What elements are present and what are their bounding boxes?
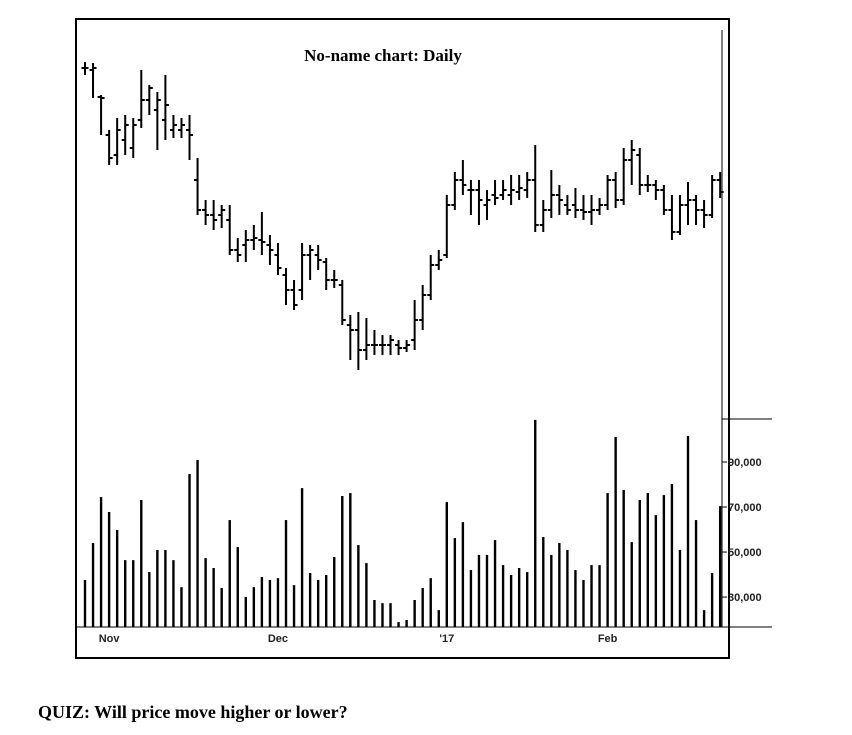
volume-bar	[204, 558, 207, 627]
volume-bar	[188, 473, 191, 627]
volume-bar	[638, 500, 641, 627]
volume-bar	[517, 568, 521, 627]
volume-bar	[590, 565, 593, 627]
volume-bar	[341, 495, 344, 627]
volume-bar	[558, 543, 561, 627]
volume-bar	[300, 488, 304, 627]
volume-bar	[405, 620, 408, 627]
caption: QUIZ: Will price move higher or lower?	[38, 702, 348, 722]
volume-bar	[718, 506, 722, 627]
volume-bar	[686, 435, 690, 627]
volume-bar	[542, 536, 545, 627]
volume-bar	[574, 570, 577, 627]
y-tick-label: 50,000	[728, 547, 762, 559]
volume-bar	[421, 588, 424, 627]
volume-bar	[252, 587, 256, 627]
volume-bar	[115, 529, 119, 627]
y-tick-label: 70,000	[728, 502, 762, 514]
volume-bar	[710, 572, 714, 627]
volume-bar	[670, 484, 674, 627]
volume-bar	[91, 543, 95, 627]
volume-bar	[477, 554, 481, 627]
volume-bar	[694, 520, 698, 627]
volume-bar	[268, 579, 272, 627]
volume-bar	[646, 493, 649, 627]
volume-bar	[164, 550, 167, 627]
volume-bar	[333, 556, 336, 627]
volume-bar	[140, 500, 143, 627]
volume-bar	[582, 579, 585, 627]
volume-bar	[180, 587, 183, 627]
volume-bar	[276, 578, 280, 627]
volume-bar	[373, 599, 376, 627]
volume-bar	[236, 547, 239, 627]
volume-bar	[501, 565, 505, 627]
volume-bar	[622, 489, 625, 627]
volume-bar	[132, 560, 135, 627]
x-tick-label: Feb	[598, 633, 618, 645]
volume-bar	[220, 588, 223, 627]
volume-bar	[397, 622, 400, 627]
volume-bar	[228, 520, 231, 627]
volume-bar	[124, 560, 127, 627]
y-tick-label: 90,000	[728, 457, 762, 469]
chart-title: No-name chart: Daily	[304, 46, 462, 65]
volume-bar	[260, 577, 264, 627]
y-tick-label: 30,000	[728, 592, 762, 604]
volume-bar	[606, 493, 609, 627]
volume-bar	[485, 554, 489, 627]
volume-bar	[437, 610, 440, 627]
volume-bar	[662, 495, 666, 627]
volume-bar	[316, 579, 320, 627]
volume-bar	[445, 502, 448, 627]
volume-bar	[598, 565, 601, 627]
volume-bar	[83, 579, 87, 627]
volume-bar	[381, 603, 384, 627]
volume-bar	[325, 575, 328, 627]
volume-bar	[566, 550, 569, 627]
volume-bar	[148, 572, 151, 627]
volume-bar	[284, 520, 288, 627]
volume-bar	[654, 515, 658, 627]
volume-bar	[156, 550, 159, 627]
volume-bar	[526, 572, 529, 627]
volume-bar	[413, 599, 416, 627]
volume-bar	[389, 603, 392, 627]
volume-bar	[493, 540, 497, 627]
volume-bar	[702, 610, 706, 627]
volume-bar	[534, 419, 537, 627]
volume-bar	[678, 550, 682, 627]
volume-bar	[614, 437, 617, 627]
volume-bar	[630, 542, 633, 627]
volume-bar	[196, 459, 199, 627]
x-tick-label: Nov	[99, 633, 121, 645]
volume-bar	[308, 572, 312, 627]
volume-bar	[172, 560, 175, 627]
x-tick-label: Dec	[268, 633, 288, 645]
volume-bar	[453, 538, 457, 627]
volume-bar	[365, 563, 368, 627]
volume-bar	[509, 575, 513, 627]
volume-bar	[107, 511, 111, 627]
volume-bar	[212, 568, 215, 627]
volume-bar	[429, 578, 432, 627]
volume-bar	[349, 493, 352, 627]
x-tick-label: '17	[439, 633, 454, 645]
volume-bar	[244, 597, 247, 627]
volume-bar	[357, 545, 360, 627]
volume-bar	[99, 497, 103, 627]
volume-bar	[461, 522, 465, 627]
volume-bar	[469, 570, 473, 627]
volume-bar	[292, 585, 296, 627]
volume-bar	[550, 554, 553, 627]
